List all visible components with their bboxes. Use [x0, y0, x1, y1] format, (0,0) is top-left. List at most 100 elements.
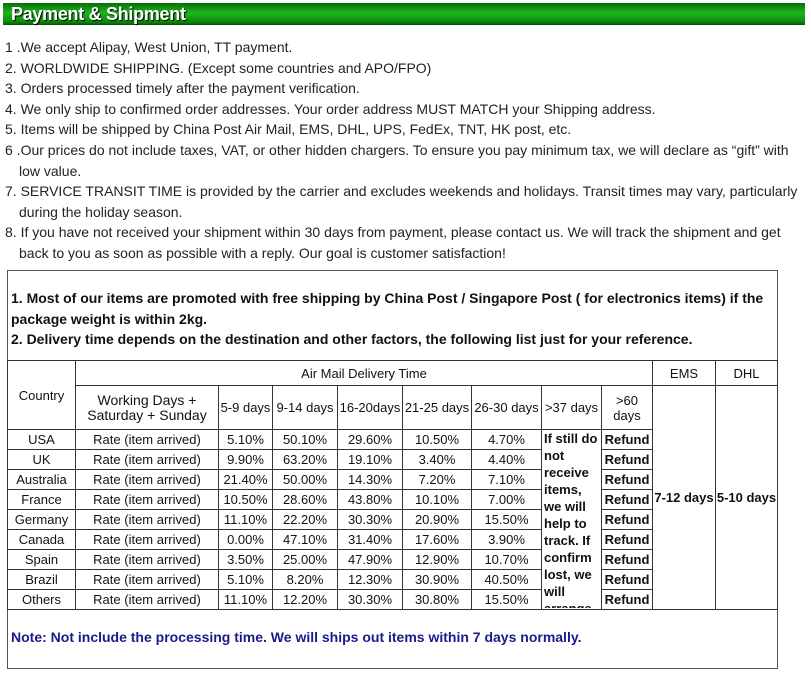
intro-line: 2. Delivery time depends on the destinat…	[11, 331, 693, 347]
section-title: Payment & Shipment	[11, 4, 186, 24]
term-item: 6 .Our prices do not include taxes, VAT,…	[5, 141, 789, 179]
rate-value: 12.90%	[402, 549, 472, 570]
header-col: 5-9 days	[218, 385, 273, 430]
refund-cell: Refund	[601, 529, 653, 550]
rate-value: 7.00%	[471, 489, 542, 510]
rate-value: 19.10%	[337, 449, 403, 470]
rate-value: 5.10%	[218, 429, 273, 450]
rate-value: 40.50%	[471, 569, 542, 590]
rate-value: 25.00%	[272, 549, 338, 570]
refund-cell: Refund	[601, 429, 653, 450]
header-col: 26-30 days	[471, 385, 542, 430]
intro-line: 1. Most of our items are promoted with f…	[11, 290, 764, 327]
rate-value: 3.50%	[218, 549, 273, 570]
term-item: 3. Orders processed timely after the pay…	[5, 80, 360, 97]
section-banner: Payment & Shipment	[3, 3, 805, 25]
country-cell: France	[7, 489, 76, 510]
table-row: USA Rate (item arrived) 5.10% 50.10% 29.60% 1…	[7, 429, 778, 610]
rate-value: 7.20%	[402, 469, 472, 490]
country-cell: Germany	[7, 509, 76, 530]
rate-value: 21.40%	[218, 469, 273, 490]
country-cell: Brazil	[7, 569, 76, 590]
rate-value: 63.20%	[272, 449, 338, 470]
rate-value: 30.30%	[337, 589, 403, 610]
rate-value: 20.90%	[402, 509, 472, 530]
refund-cell: Refund	[601, 489, 653, 510]
rate-value: 4.40%	[471, 449, 542, 470]
rate-value: 47.10%	[272, 529, 338, 550]
rate-value: 9.90%	[218, 449, 273, 470]
rate-value: 30.90%	[402, 569, 472, 590]
rate-label: Rate (item arrived)	[75, 429, 219, 450]
dhl-time: 5-10 days	[715, 385, 778, 610]
rate-value: 43.80%	[337, 489, 403, 510]
table-row: Others Rate (item arrived) 11.10% 12.20% 30.…	[7, 589, 778, 610]
header-airmail: Air Mail Delivery Time	[75, 360, 653, 386]
rate-value: 17.60%	[402, 529, 472, 550]
rate-value: 11.10%	[218, 589, 273, 610]
header-dhl: DHL	[715, 360, 778, 386]
refund-cell: Refund	[601, 569, 653, 590]
header-col: 16-20days	[337, 385, 403, 430]
country-cell: USA	[7, 429, 76, 450]
rate-label: Rate (item arrived)	[75, 569, 219, 590]
rate-value: 29.60%	[337, 429, 403, 450]
country-cell: Canada	[7, 529, 76, 550]
rate-label: Rate (item arrived)	[75, 489, 219, 510]
rate-label: Rate (item arrived)	[75, 449, 219, 470]
header-col: 9-14 days	[272, 385, 338, 430]
rate-label: Rate (item arrived)	[75, 529, 219, 550]
header-ems: EMS	[652, 360, 716, 386]
rate-value: 15.50%	[471, 509, 542, 530]
rate-value: 0.00%	[218, 529, 273, 550]
rate-value: 22.20%	[272, 509, 338, 530]
term-item: 4. We only ship to confirmed order addre…	[5, 100, 656, 117]
rate-label: Rate (item arrived)	[75, 549, 219, 570]
rate-value: 12.30%	[337, 569, 403, 590]
term-item: 7. SERVICE TRANSIT TIME is provided by t…	[5, 183, 798, 220]
table-row: Australia Rate (item arrived) 21.40% 50.00%…	[7, 469, 778, 490]
rate-label: Rate (item arrived)	[75, 509, 219, 530]
rate-value: 8.20%	[272, 569, 338, 590]
rate-value: 47.90%	[337, 549, 403, 570]
rate-label: Rate (item arrived)	[75, 589, 219, 610]
rate-value: 10.50%	[218, 489, 273, 510]
header-col: >60 days	[601, 385, 653, 430]
rate-value: 12.20%	[272, 589, 338, 610]
rate-value: 10.70%	[471, 549, 542, 570]
header-country: Country	[7, 360, 76, 430]
rate-value: 50.10%	[272, 429, 338, 450]
delivery-table: Country Air Mail Delivery Time EMS DHL W…	[7, 360, 778, 610]
header-working-days: Working Days + Saturday + Sunday	[75, 385, 219, 430]
rate-value: 5.10%	[218, 569, 273, 590]
rate-value: 7.10%	[471, 469, 542, 490]
rate-value: 14.30%	[337, 469, 403, 490]
rate-value: 3.40%	[402, 449, 472, 470]
header-col: >37 days	[541, 385, 602, 430]
table-row: Spain Rate (item arrived) 3.50% 25.00% 47.90…	[7, 549, 778, 570]
country-cell: UK	[7, 449, 76, 470]
term-item: 1 .We accept Alipay, West Union, TT paym…	[5, 39, 293, 55]
refund-cell: Refund	[601, 469, 653, 490]
refund-cell: Refund	[601, 509, 653, 530]
ems-time: 7-12 days	[652, 385, 716, 610]
rate-value: 10.50%	[402, 429, 472, 450]
rate-value: 3.90%	[471, 529, 542, 550]
table-row: France Rate (item arrived) 10.50% 28.60% 43.…	[7, 489, 778, 510]
table-row: Brazil Rate (item arrived) 5.10% 8.20% 12.30…	[7, 569, 778, 590]
country-cell: Others	[7, 589, 76, 610]
rate-value: 4.70%	[471, 429, 542, 450]
processing-note: Note: Not include the processing time. W…	[11, 629, 582, 645]
header-col: 21-25 days	[402, 385, 472, 430]
refund-cell: Refund	[601, 449, 653, 470]
country-cell: Spain	[7, 549, 76, 570]
rate-value: 10.10%	[402, 489, 472, 510]
rate-value: 28.60%	[272, 489, 338, 510]
track-note: If still do not receive items, we will h…	[544, 431, 598, 608]
shipping-intro: 1. Most of our items are promoted with f…	[11, 288, 811, 350]
rate-value: 30.80%	[402, 589, 472, 610]
refund-cell: Refund	[601, 589, 653, 610]
rate-value: 11.10%	[218, 509, 273, 530]
term-item: 2. WORLDWIDE SHIPPING. (Except some coun…	[5, 59, 432, 76]
refund-cell: Refund	[601, 549, 653, 570]
